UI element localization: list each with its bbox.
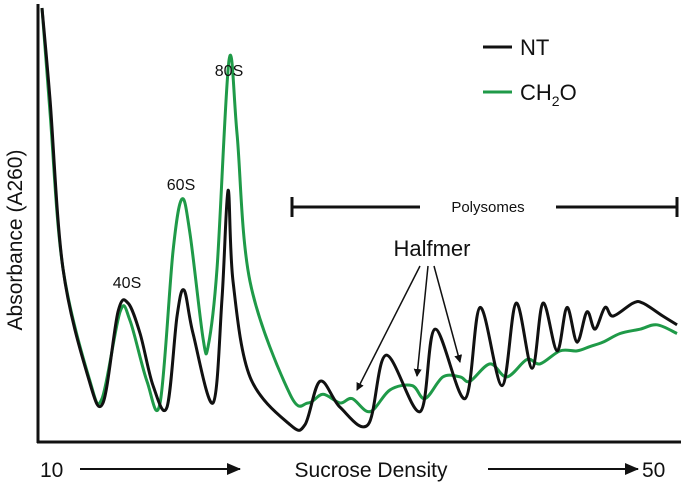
halfmer-arrow-2 bbox=[413, 265, 429, 377]
legend-label-nt: NT bbox=[520, 35, 549, 60]
halfmer-arrow-1 bbox=[356, 265, 421, 391]
legend-label-ch2o: CH2O bbox=[520, 80, 577, 109]
series-line-ch2o bbox=[40, 7, 678, 414]
peak-label-60s: 60S bbox=[167, 177, 195, 194]
x-axis-label: Sucrose Density bbox=[295, 459, 448, 482]
halfmer-arrow-3 bbox=[433, 265, 463, 363]
polysomes-bracket: Polysomes bbox=[290, 197, 679, 217]
y-axis-label: Absorbance (A260) bbox=[4, 150, 27, 331]
polysomes-label: Polysomes bbox=[451, 199, 524, 216]
series-line-nt bbox=[40, 7, 678, 432]
x-start-label: 10 bbox=[40, 459, 63, 482]
peak-label-40s: 40S bbox=[113, 275, 141, 292]
peak-label-80s: 80S bbox=[215, 63, 243, 80]
halfmer-label: Halfmer bbox=[393, 236, 470, 261]
halfmer-annotation: Halfmer bbox=[356, 236, 471, 391]
legend: NT CH2O bbox=[483, 35, 577, 109]
x-end-label: 50 bbox=[642, 459, 665, 482]
